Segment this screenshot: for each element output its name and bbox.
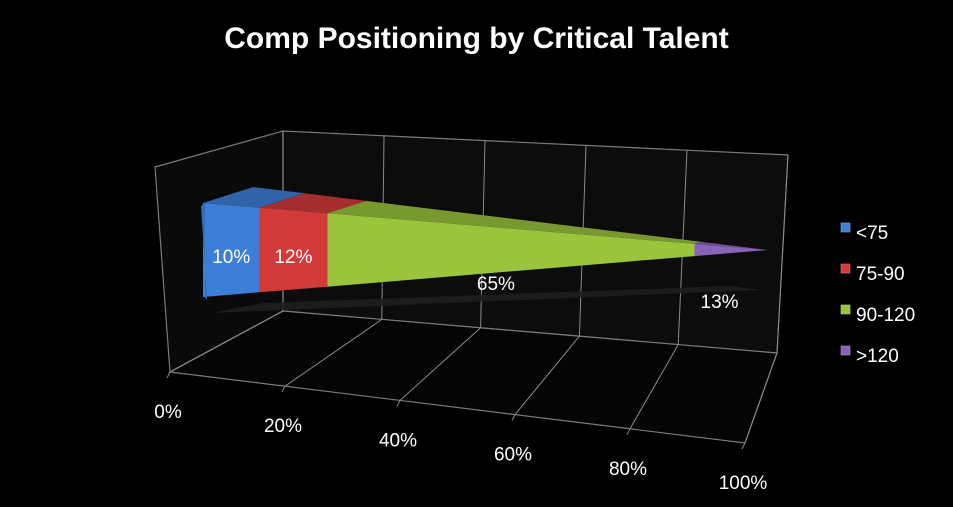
legend-swatch bbox=[840, 263, 851, 274]
legend-label: 90-120 bbox=[856, 305, 915, 326]
legend-label: >120 bbox=[856, 346, 899, 367]
gridline-floor bbox=[399, 327, 481, 401]
legend-item: >120 bbox=[840, 345, 899, 367]
legend-item: 75-90 bbox=[840, 263, 905, 285]
gridline-floor bbox=[284, 318, 383, 387]
data-label-2: 12% bbox=[274, 247, 312, 268]
bar-front-4 bbox=[694, 243, 768, 257]
legend-item: <75 bbox=[840, 222, 888, 244]
tick-mark bbox=[281, 385, 286, 393]
bar-front-1 bbox=[203, 203, 260, 297]
gridline-floor bbox=[514, 335, 580, 415]
x-tick-label: 80% bbox=[609, 459, 647, 480]
bar-segment bbox=[259, 193, 367, 293]
x-axis-tick-labels: 0% 20% 40% 60% 80% 100% bbox=[154, 402, 767, 494]
legend-swatch bbox=[840, 345, 851, 356]
x-tick-label: 40% bbox=[379, 430, 417, 451]
bar-front-2 bbox=[259, 207, 328, 293]
bar-floor-shadow bbox=[211, 286, 762, 313]
legend-label: <75 bbox=[856, 223, 888, 244]
x-tick-label: 20% bbox=[264, 416, 302, 437]
bar-top-1 bbox=[203, 187, 305, 208]
legend-swatch bbox=[840, 222, 851, 233]
tick-mark bbox=[511, 414, 516, 421]
bar-top-2 bbox=[259, 193, 367, 214]
x-tick-label: 0% bbox=[154, 402, 182, 423]
tick-mark bbox=[626, 428, 631, 436]
bar-front-3 bbox=[327, 213, 695, 287]
data-label-4: 13% bbox=[701, 292, 739, 313]
legend-label: 75-90 bbox=[856, 264, 905, 285]
data-label-1: 10% bbox=[212, 247, 250, 268]
chart-title: Comp Positioning by Critical Talent bbox=[224, 22, 729, 55]
gridline-floor bbox=[629, 344, 679, 430]
data-label-3: 65% bbox=[477, 274, 515, 295]
bar-top-3 bbox=[327, 200, 701, 244]
bars bbox=[201, 187, 768, 300]
legend-item: 90-120 bbox=[840, 304, 915, 326]
bar-left-edge bbox=[201, 203, 207, 300]
x-tick-label: 100% bbox=[719, 473, 768, 494]
legend-swatch bbox=[840, 304, 851, 315]
gridline-floor bbox=[744, 352, 778, 444]
tick-mark bbox=[396, 400, 401, 407]
bar-segment bbox=[201, 187, 305, 300]
bar-segment bbox=[694, 241, 768, 257]
tick-mark bbox=[741, 442, 746, 450]
legend: <75 75-90 90-120 >120 bbox=[840, 222, 915, 367]
bar-segment bbox=[327, 200, 701, 287]
bar-top-4 bbox=[694, 241, 768, 250]
tick-mark bbox=[166, 371, 171, 379]
gridline-wall bbox=[776, 154, 789, 354]
bar-shadow bbox=[211, 286, 762, 313]
x-tick-label: 60% bbox=[494, 445, 532, 466]
gridline-floor bbox=[169, 310, 284, 373]
data-labels: 10% 12% 65% 13% bbox=[212, 247, 738, 313]
